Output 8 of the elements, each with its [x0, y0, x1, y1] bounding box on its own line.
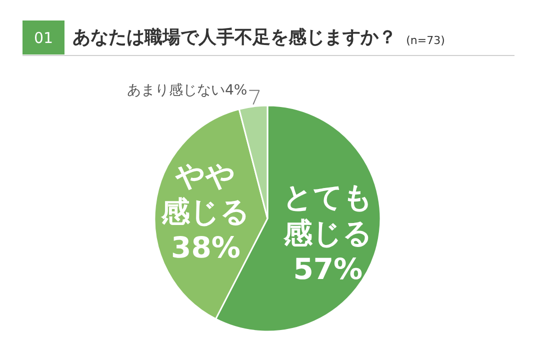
- chart-title: あなたは職場で人手不足を感じますか？: [72, 27, 396, 48]
- slice-label: やや感じる: [160, 158, 250, 229]
- data-label: 57%: [293, 252, 363, 286]
- slice-label: とても感じる: [282, 180, 373, 250]
- text: 01: [34, 29, 54, 47]
- data-label: 38%: [171, 230, 240, 265]
- slice-label: あまり感じない4%: [126, 82, 248, 98]
- text: (n=73): [406, 34, 445, 47]
